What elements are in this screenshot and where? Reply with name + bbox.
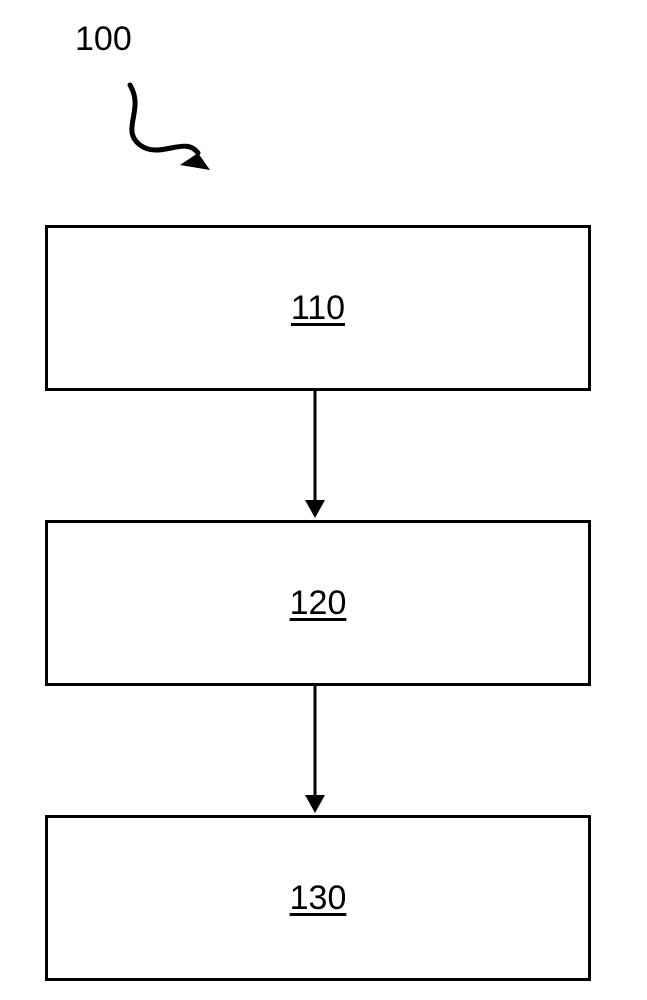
flow-step-130: 130: [45, 815, 591, 981]
squiggle-arrow-icon: [110, 75, 230, 185]
flow-step-120: 120: [45, 520, 591, 686]
flow-step-110: 110: [45, 225, 591, 391]
flow-step-label: 120: [290, 584, 347, 623]
flow-arrow-icon: [300, 388, 330, 520]
flow-step-label: 130: [290, 879, 347, 918]
flow-arrow-icon: [300, 683, 330, 815]
flow-step-label: 110: [291, 289, 345, 328]
diagram-reference-label: 100: [75, 20, 132, 59]
